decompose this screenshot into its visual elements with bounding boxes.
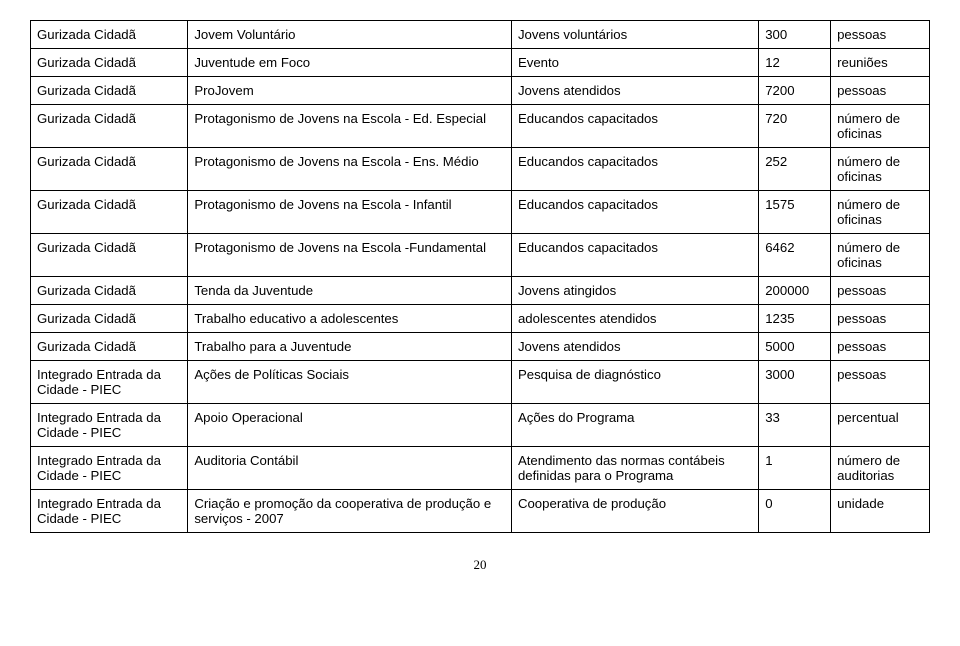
page-number: 20 [30,557,930,573]
number-cell: 252 [759,148,831,191]
indicator-cell: Ações do Programa [511,404,758,447]
unit-cell: pessoas [831,21,930,49]
program-cell: Gurizada Cidadã [31,333,188,361]
programs-table: Gurizada CidadãJovem VoluntárioJovens vo… [30,20,930,533]
unit-cell: número de oficinas [831,105,930,148]
number-cell: 5000 [759,333,831,361]
indicator-cell: Evento [511,49,758,77]
number-cell: 1235 [759,305,831,333]
program-cell: Gurizada Cidadã [31,277,188,305]
action-cell: Auditoria Contábil [188,447,512,490]
action-cell: Criação e promoção da cooperativa de pro… [188,490,512,533]
unit-cell: número de oficinas [831,234,930,277]
unit-cell: número de auditorias [831,447,930,490]
unit-cell: pessoas [831,305,930,333]
action-cell: Protagonismo de Jovens na Escola -Fundam… [188,234,512,277]
action-cell: ProJovem [188,77,512,105]
unit-cell: pessoas [831,277,930,305]
table-row: Gurizada CidadãJovem VoluntárioJovens vo… [31,21,930,49]
indicator-cell: Educandos capacitados [511,105,758,148]
action-cell: Jovem Voluntário [188,21,512,49]
indicator-cell: Pesquisa de diagnóstico [511,361,758,404]
unit-cell: número de oficinas [831,191,930,234]
table-row: Gurizada CidadãProJovemJovens atendidos7… [31,77,930,105]
number-cell: 0 [759,490,831,533]
number-cell: 1 [759,447,831,490]
table-row: Gurizada CidadãJuventude em FocoEvento12… [31,49,930,77]
indicator-cell: Cooperativa de produção [511,490,758,533]
table-row: Gurizada CidadãTenda da JuventudeJovens … [31,277,930,305]
indicator-cell: Atendimento das normas contábeis definid… [511,447,758,490]
action-cell: Protagonismo de Jovens na Escola - Infan… [188,191,512,234]
unit-cell: pessoas [831,333,930,361]
number-cell: 7200 [759,77,831,105]
table-row: Gurizada CidadãProtagonismo de Jovens na… [31,191,930,234]
number-cell: 6462 [759,234,831,277]
indicator-cell: Jovens voluntários [511,21,758,49]
table-row: Integrado Entrada da Cidade - PIECApoio … [31,404,930,447]
program-cell: Integrado Entrada da Cidade - PIEC [31,404,188,447]
action-cell: Trabalho educativo a adolescentes [188,305,512,333]
number-cell: 300 [759,21,831,49]
indicator-cell: Educandos capacitados [511,148,758,191]
number-cell: 12 [759,49,831,77]
indicator-cell: Jovens atendidos [511,77,758,105]
indicator-cell: Educandos capacitados [511,191,758,234]
table-row: Integrado Entrada da Cidade - PIECAudito… [31,447,930,490]
program-cell: Integrado Entrada da Cidade - PIEC [31,490,188,533]
unit-cell: pessoas [831,77,930,105]
number-cell: 3000 [759,361,831,404]
table-row: Gurizada CidadãProtagonismo de Jovens na… [31,148,930,191]
indicator-cell: Educandos capacitados [511,234,758,277]
action-cell: Ações de Políticas Sociais [188,361,512,404]
unit-cell: reuniões [831,49,930,77]
number-cell: 200000 [759,277,831,305]
action-cell: Trabalho para a Juventude [188,333,512,361]
table-row: Integrado Entrada da Cidade - PIECAções … [31,361,930,404]
table-row: Gurizada CidadãTrabalho educativo a adol… [31,305,930,333]
action-cell: Juventude em Foco [188,49,512,77]
action-cell: Protagonismo de Jovens na Escola - Ens. … [188,148,512,191]
number-cell: 720 [759,105,831,148]
unit-cell: unidade [831,490,930,533]
unit-cell: percentual [831,404,930,447]
table-row: Gurizada CidadãTrabalho para a Juventude… [31,333,930,361]
unit-cell: número de oficinas [831,148,930,191]
table-row: Gurizada CidadãProtagonismo de Jovens na… [31,105,930,148]
unit-cell: pessoas [831,361,930,404]
program-cell: Gurizada Cidadã [31,148,188,191]
indicator-cell: Jovens atingidos [511,277,758,305]
program-cell: Gurizada Cidadã [31,234,188,277]
program-cell: Gurizada Cidadã [31,305,188,333]
program-cell: Gurizada Cidadã [31,191,188,234]
program-cell: Gurizada Cidadã [31,105,188,148]
number-cell: 1575 [759,191,831,234]
indicator-cell: Jovens atendidos [511,333,758,361]
action-cell: Apoio Operacional [188,404,512,447]
program-cell: Integrado Entrada da Cidade - PIEC [31,361,188,404]
program-cell: Integrado Entrada da Cidade - PIEC [31,447,188,490]
action-cell: Protagonismo de Jovens na Escola - Ed. E… [188,105,512,148]
table-row: Gurizada CidadãProtagonismo de Jovens na… [31,234,930,277]
program-cell: Gurizada Cidadã [31,21,188,49]
table-row: Integrado Entrada da Cidade - PIECCriaçã… [31,490,930,533]
program-cell: Gurizada Cidadã [31,49,188,77]
indicator-cell: adolescentes atendidos [511,305,758,333]
action-cell: Tenda da Juventude [188,277,512,305]
number-cell: 33 [759,404,831,447]
program-cell: Gurizada Cidadã [31,77,188,105]
